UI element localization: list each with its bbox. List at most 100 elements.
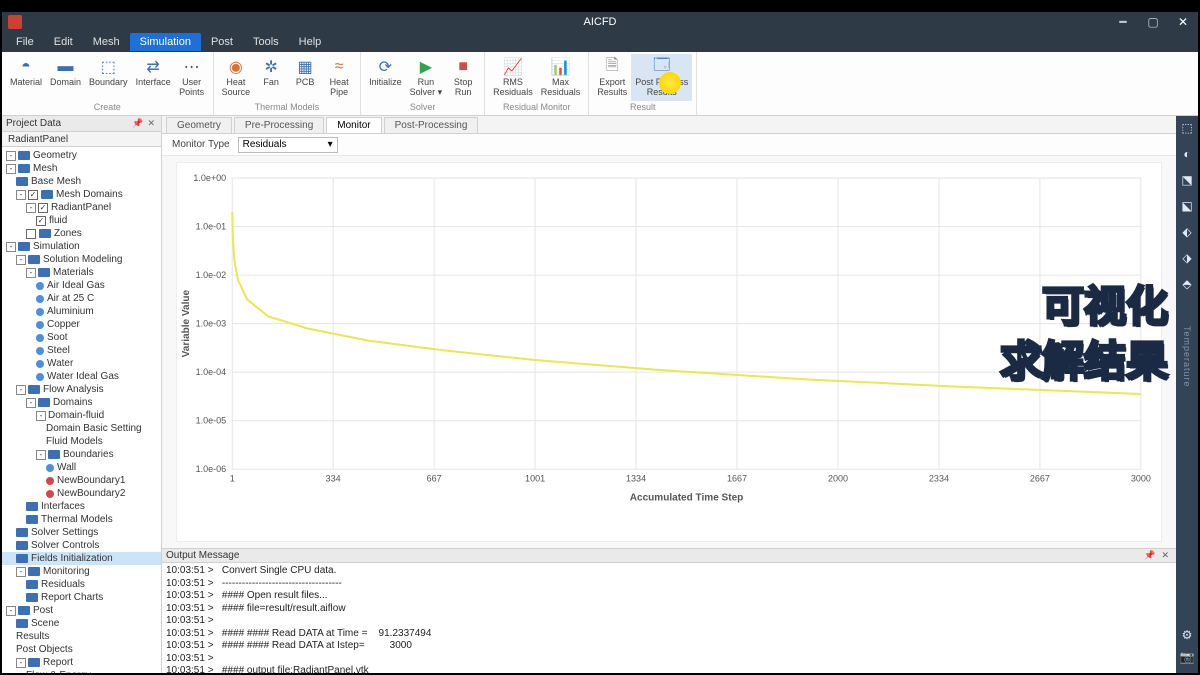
tree-newboundary1[interactable]: NewBoundary1 xyxy=(2,474,161,487)
rsb-vtext: Temperature xyxy=(1182,326,1192,388)
ribbon-material[interactable]: ◓Material xyxy=(6,54,46,101)
tree-domain-fluid[interactable]: -Domain-fluid xyxy=(2,409,161,422)
tree-flow-analysis[interactable]: -Flow Analysis xyxy=(2,383,161,396)
menu-tools[interactable]: Tools xyxy=(243,33,289,51)
rsb-icon-1[interactable]: ⬚ xyxy=(1179,120,1195,136)
output-pin-icon[interactable]: 📌 xyxy=(1141,550,1158,561)
tree-residuals[interactable]: Residuals xyxy=(2,578,161,591)
monitor-row: Monitor Type Residuals ▾ xyxy=(162,134,1176,156)
rsb-icon-camera[interactable]: 📷 xyxy=(1179,649,1195,665)
tree-water-ideal-gas[interactable]: Water Ideal Gas xyxy=(2,370,161,383)
tree-geometry[interactable]: -Geometry xyxy=(2,149,161,162)
output-line: 10:03:51 > #### #### Read DATA at Time =… xyxy=(166,628,1172,641)
ribbon-stop-run[interactable]: ■StopRun xyxy=(446,54,480,101)
ribbon-initialize[interactable]: ⟳Initialize xyxy=(365,54,406,101)
tree-solver-settings[interactable]: Solver Settings xyxy=(2,526,161,539)
tree-thermal-models[interactable]: Thermal Models xyxy=(2,513,161,526)
tree-domains[interactable]: -Domains xyxy=(2,396,161,409)
output-close-icon[interactable]: ✕ xyxy=(1158,550,1172,561)
tab-post-processing[interactable]: Post-Processing xyxy=(384,117,479,133)
tree-interfaces[interactable]: Interfaces xyxy=(2,500,161,513)
tree-domain-basic-setting[interactable]: Domain Basic Setting xyxy=(2,422,161,435)
output-line: 10:03:51 > Convert Single CPU data. xyxy=(166,565,1172,578)
tree-soot[interactable]: Soot xyxy=(2,331,161,344)
ribbon-max-residuals[interactable]: 📊MaxResiduals xyxy=(537,54,585,101)
menu-edit[interactable]: Edit xyxy=(44,33,83,51)
tab-pre-processing[interactable]: Pre-Processing xyxy=(234,117,324,133)
tree-mesh[interactable]: -Mesh xyxy=(2,162,161,175)
ribbon-rms-residuals[interactable]: 📈RMSResiduals xyxy=(489,54,537,101)
menu-help[interactable]: Help xyxy=(289,33,332,51)
svg-text:2334: 2334 xyxy=(929,473,949,483)
ribbon-export-results[interactable]: 🗎ExportResults xyxy=(593,54,631,101)
monitor-type-select[interactable]: Residuals ▾ xyxy=(238,137,338,153)
tree-radiantpanel[interactable]: -✓RadiantPanel xyxy=(2,201,161,214)
tree-air-at-25-c[interactable]: Air at 25 C xyxy=(2,292,161,305)
ribbon-boundary[interactable]: ⬚Boundary xyxy=(85,54,132,101)
tree-flow-energy[interactable]: Flow & Energy xyxy=(2,669,161,673)
close-button[interactable]: ✕ xyxy=(1168,12,1198,32)
tree-results[interactable]: Results xyxy=(2,630,161,643)
tree-water[interactable]: Water xyxy=(2,357,161,370)
tree-post-objects[interactable]: Post Objects xyxy=(2,643,161,656)
ribbon-post-process[interactable]: 🗔Post ProcessResults xyxy=(631,54,692,101)
pcb-label: PCB xyxy=(296,78,315,88)
tree-fields-initialization[interactable]: Fields Initialization xyxy=(2,552,161,565)
svg-text:1.0e-03: 1.0e-03 xyxy=(196,319,227,329)
ribbon-pcb[interactable]: ▦ PCB xyxy=(288,54,322,101)
tree-base-mesh[interactable]: Base Mesh xyxy=(2,175,161,188)
output-title: Output Message xyxy=(166,550,1141,561)
menu-simulation[interactable]: Simulation xyxy=(130,33,201,51)
tree-solver-controls[interactable]: Solver Controls xyxy=(2,539,161,552)
tree-solution-modeling[interactable]: -Solution Modeling xyxy=(2,253,161,266)
tree-steel[interactable]: Steel xyxy=(2,344,161,357)
menu-post[interactable]: Post xyxy=(201,33,243,51)
svg-text:1.0e-04: 1.0e-04 xyxy=(196,367,227,377)
tree-report-charts[interactable]: Report Charts xyxy=(2,591,161,604)
tree-wall[interactable]: Wall xyxy=(2,461,161,474)
tab-geometry[interactable]: Geometry xyxy=(166,117,232,133)
tree-scene[interactable]: Scene xyxy=(2,617,161,630)
rsb-icon-5[interactable]: ⬖ xyxy=(1179,224,1195,240)
tree-fluid[interactable]: ✓fluid xyxy=(2,214,161,227)
tree-fluid-models[interactable]: Fluid Models xyxy=(2,435,161,448)
rsb-icon-7[interactable]: ⬘ xyxy=(1179,276,1195,292)
rsb-icon-4[interactable]: ⬕ xyxy=(1179,198,1195,214)
app-logo-icon xyxy=(8,15,22,29)
tree-newboundary2[interactable]: NewBoundary2 xyxy=(2,487,161,500)
ribbon-heat-source[interactable]: ◉HeatSource xyxy=(218,54,255,101)
tree-materials[interactable]: -Materials xyxy=(2,266,161,279)
monitor-type-label: Monitor Type xyxy=(172,139,230,150)
tree-simulation[interactable]: -Simulation xyxy=(2,240,161,253)
menu-mesh[interactable]: Mesh xyxy=(83,33,130,51)
project-panel-tab[interactable]: RadiantPanel xyxy=(2,132,161,147)
rsb-icon-2[interactable]: ◐ xyxy=(1179,146,1195,162)
tree-post[interactable]: -Post xyxy=(2,604,161,617)
tree-boundaries[interactable]: -Boundaries xyxy=(2,448,161,461)
tree-aluminium[interactable]: Aluminium xyxy=(2,305,161,318)
rsb-icon-6[interactable]: ⬗ xyxy=(1179,250,1195,266)
panel-close-icon[interactable]: ✕ xyxy=(145,118,157,129)
maximize-button[interactable]: ▢ xyxy=(1138,12,1168,32)
minimize-button[interactable]: ━ xyxy=(1108,12,1138,32)
tab-monitor[interactable]: Monitor xyxy=(326,117,381,133)
output-line: 10:03:51 > xyxy=(166,615,1172,628)
stop-run-icon: ■ xyxy=(451,58,475,76)
pcb-icon: ▦ xyxy=(293,58,317,76)
ribbon-userpoints[interactable]: ⋯UserPoints xyxy=(175,54,209,101)
tree-monitoring[interactable]: -Monitoring xyxy=(2,565,161,578)
ribbon-run-solver[interactable]: ▶RunSolver ▾ xyxy=(406,54,447,101)
rsb-icon-3[interactable]: ⬔ xyxy=(1179,172,1195,188)
menu-file[interactable]: File xyxy=(6,33,44,51)
rsb-icon-settings[interactable]: ⚙ xyxy=(1179,627,1195,643)
ribbon-fan[interactable]: ✲Fan xyxy=(254,54,288,101)
ribbon-interface[interactable]: ⇄Interface xyxy=(132,54,175,101)
tree-zones[interactable]: Zones xyxy=(2,227,161,240)
ribbon-heat-pipe[interactable]: ≈HeatPipe xyxy=(322,54,356,101)
tree-report[interactable]: -Report xyxy=(2,656,161,669)
tree-copper[interactable]: Copper xyxy=(2,318,161,331)
tree-air-ideal-gas[interactable]: Air Ideal Gas xyxy=(2,279,161,292)
panel-pin-icon[interactable]: 📌 xyxy=(130,118,145,129)
tree-mesh-domains[interactable]: -✓Mesh Domains xyxy=(2,188,161,201)
ribbon-domain[interactable]: ▬Domain xyxy=(46,54,85,101)
